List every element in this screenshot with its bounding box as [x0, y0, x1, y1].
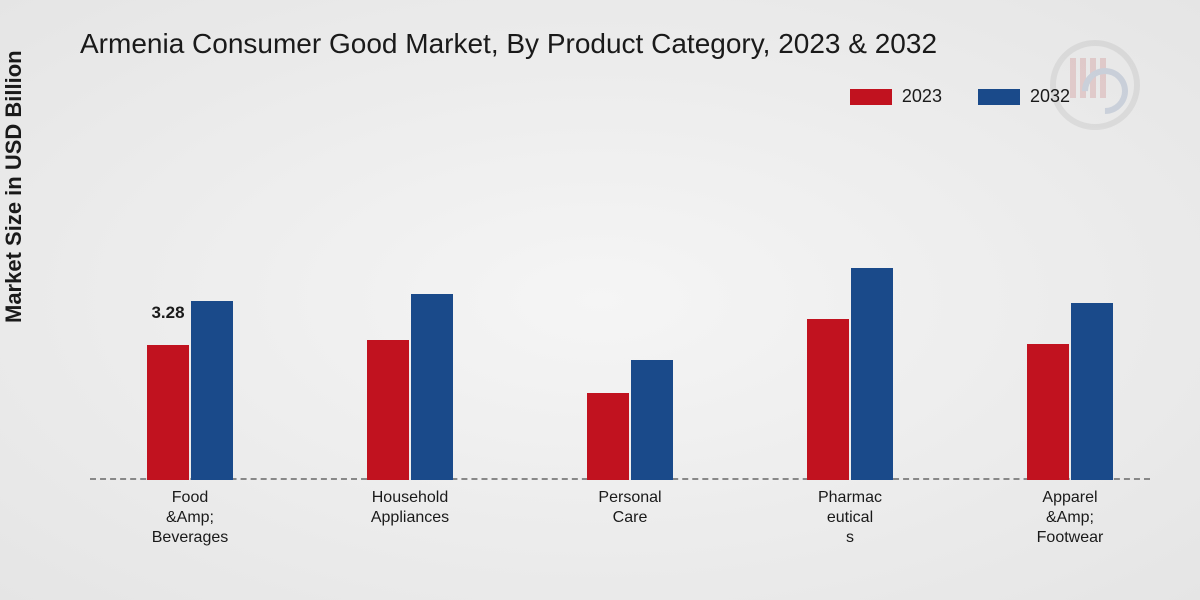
legend-swatch-2032 — [978, 89, 1020, 105]
legend-swatch-2023 — [850, 89, 892, 105]
x-label: Pharmaceuticals — [790, 488, 910, 548]
legend-label-2023: 2023 — [902, 86, 942, 107]
bar-2032 — [1071, 303, 1113, 480]
bar-group — [350, 294, 470, 480]
plot-area: 3.28 — [90, 150, 1150, 480]
bar-group — [130, 301, 250, 480]
chart-title: Armenia Consumer Good Market, By Product… — [80, 28, 937, 60]
value-label: 3.28 — [151, 303, 184, 323]
bar-2023 — [807, 319, 849, 480]
bar-2032 — [411, 294, 453, 480]
x-axis-labels: Food&Amp;Beverages HouseholdAppliances Per… — [90, 488, 1150, 568]
bar-2032 — [851, 268, 893, 480]
legend: 2023 2032 — [850, 86, 1070, 107]
bar-2023 — [367, 340, 409, 480]
x-label: Apparel&Amp;Footwear — [1010, 488, 1130, 548]
bar-2032 — [191, 301, 233, 480]
legend-item-2023: 2023 — [850, 86, 942, 107]
bar-2023 — [1027, 344, 1069, 480]
bar-group — [570, 360, 690, 480]
legend-label-2032: 2032 — [1030, 86, 1070, 107]
bar-group — [790, 268, 910, 480]
x-label: Food&Amp;Beverages — [130, 488, 250, 548]
x-label: PersonalCare — [570, 488, 690, 528]
bar-2023 — [587, 393, 629, 480]
watermark-logo — [1050, 40, 1140, 130]
y-axis-label: Market Size in USD Billion — [1, 50, 27, 323]
x-label: HouseholdAppliances — [350, 488, 470, 528]
bar-group — [1010, 303, 1130, 480]
bar-2023 — [147, 345, 189, 480]
bar-2032 — [631, 360, 673, 480]
legend-item-2032: 2032 — [978, 86, 1070, 107]
